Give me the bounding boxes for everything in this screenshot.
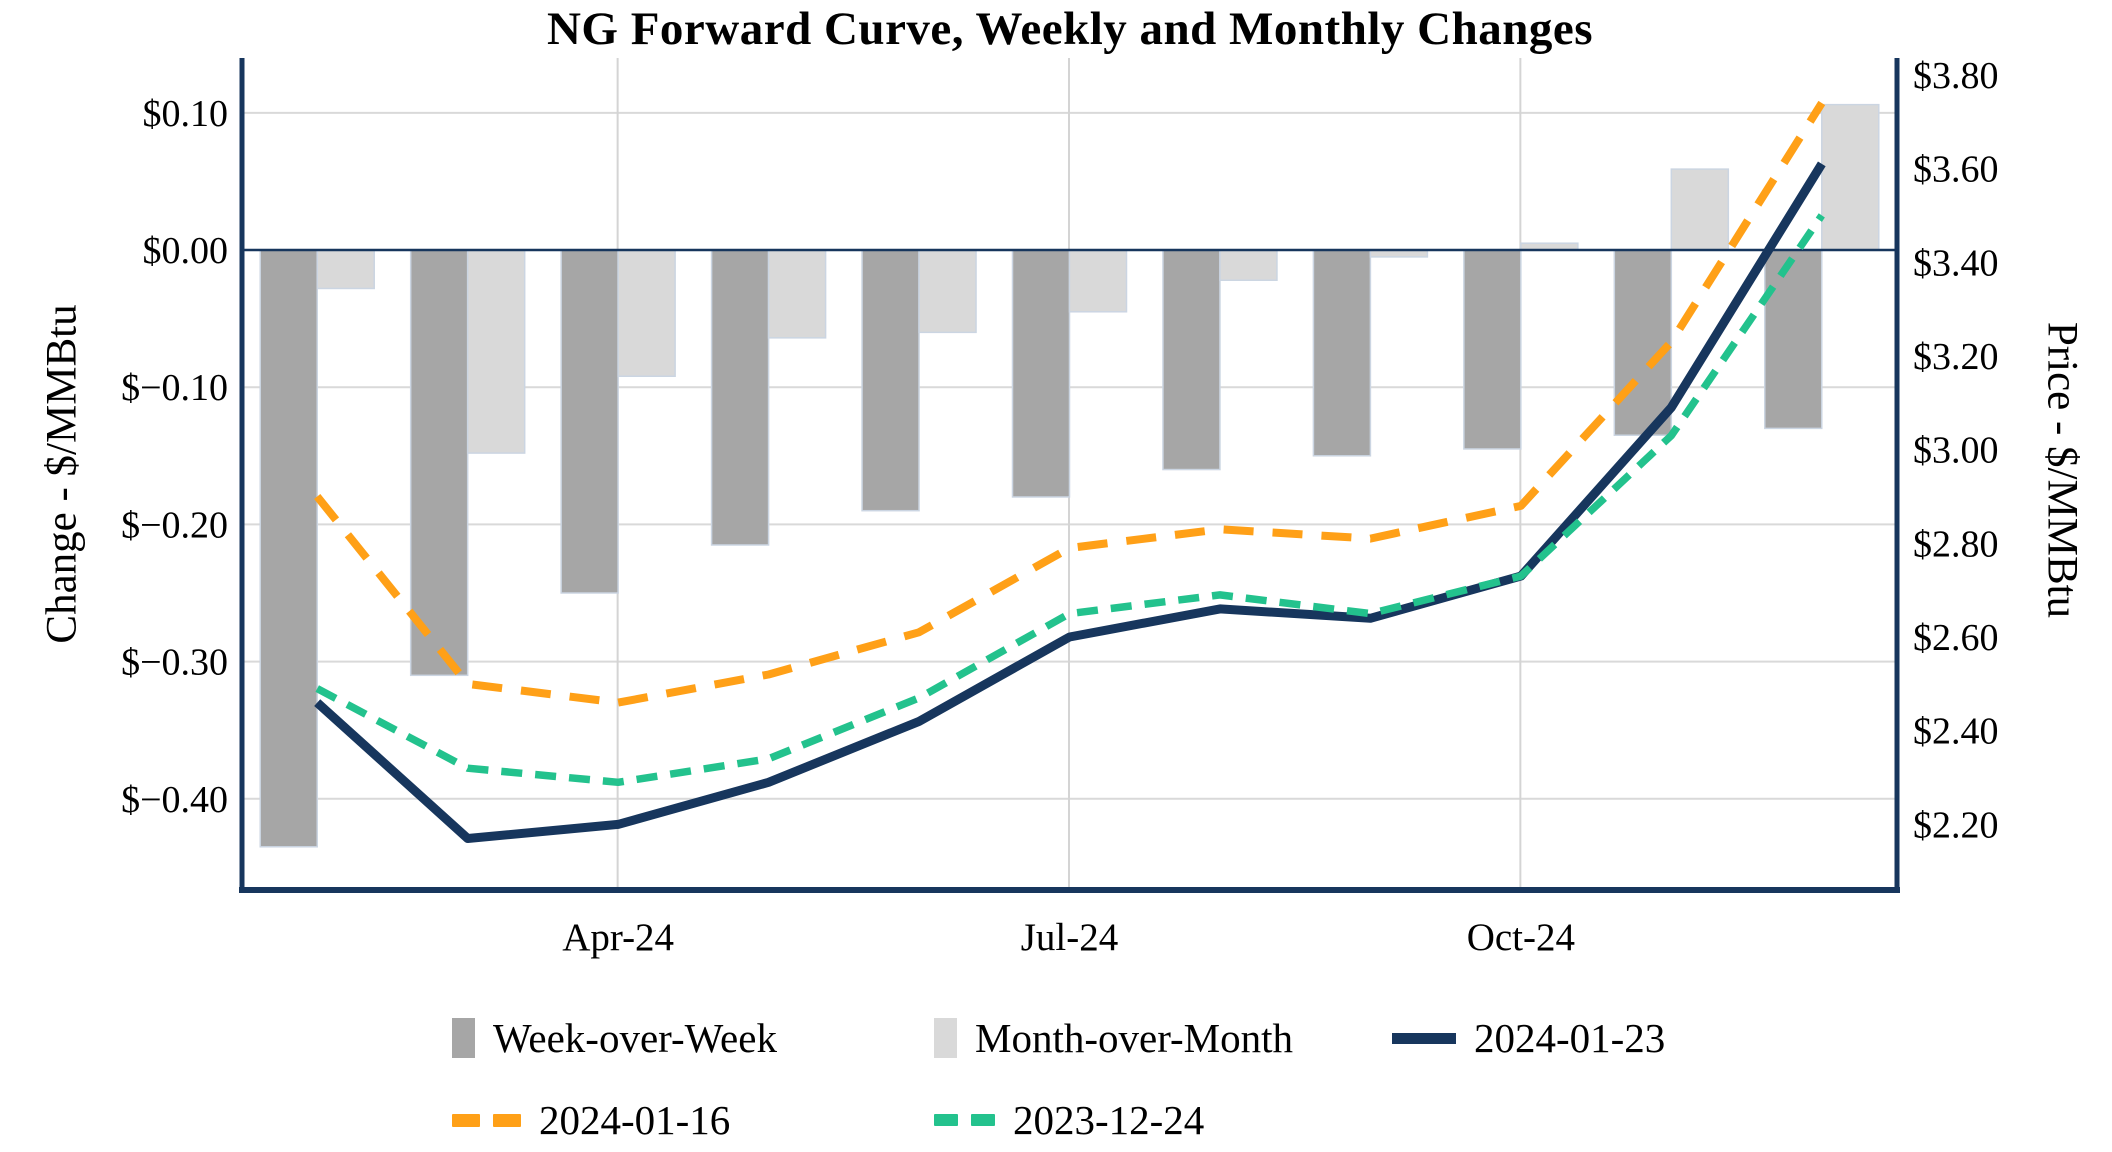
right-axis-title: Price - $/MMBtu: [2038, 321, 2086, 619]
left-axis-tick-label: $0.10: [143, 93, 229, 135]
month-over-month-bar: [617, 249, 676, 378]
right-axis-tick-label: $2.20: [1913, 804, 1999, 846]
right-axis-tick-label: $3.80: [1913, 55, 1999, 97]
month-over-month-bar: [1219, 249, 1278, 281]
right-axis-tick-label: $3.00: [1913, 430, 1999, 472]
legend-item-week-over-week: Week-over-Week: [452, 1006, 777, 1070]
right-axis-tick-label: $2.40: [1913, 711, 1999, 753]
month-over-month-bar: [466, 249, 526, 454]
week-over-week-bar: [409, 249, 469, 677]
week-over-week-bar: [710, 249, 770, 546]
legend-label: 2024-01-23: [1474, 1015, 1666, 1061]
green-dashed-swatch: [934, 1114, 995, 1126]
x-axis-tick-label: Apr-24: [562, 916, 674, 959]
week-over-week-bar: [1463, 249, 1522, 450]
month-over-month-bar: [767, 249, 827, 339]
solid-line-swatch: [1392, 1032, 1456, 1044]
left-axis-tick-label: $−0.30: [121, 642, 228, 684]
week-over-week-bar: [861, 249, 920, 512]
right-axis-tick-label: $2.80: [1913, 523, 1999, 565]
left-axis-title: Change - $/MMBtu: [38, 304, 86, 644]
x-axis-tick-label: Jul-24: [1021, 916, 1119, 959]
legend-item-2024-01-16: 2024-01-16: [452, 1088, 730, 1152]
orange-dashed-swatch: [452, 1113, 521, 1127]
week-over-week-bar: [1764, 249, 1823, 430]
legend-label: 2024-01-16: [539, 1097, 731, 1143]
chart-title: NG Forward Curve, Weekly and Monthly Cha…: [546, 3, 1594, 55]
week-over-week-bar: [259, 249, 318, 848]
legend-item-2024-01-23: 2024-01-23: [1392, 1006, 1665, 1070]
legend: Week-over-Week Month-over-Month 2024-01-…: [452, 1006, 1852, 1152]
series-line-2023-12-24: [315, 213, 1825, 787]
right-axis-tick-label: $3.20: [1913, 336, 1999, 378]
month-over-month-bar: [316, 249, 375, 290]
x-axis-tick-label: Oct-24: [1467, 916, 1575, 959]
legend-label: Month-over-Month: [975, 1015, 1294, 1061]
legend-label: Week-over-Week: [493, 1015, 777, 1061]
right-axis-tick-label: $3.40: [1913, 242, 1999, 284]
legend-item-2023-12-24: 2023-12-24: [934, 1088, 1204, 1152]
week-over-week-bar: [1011, 249, 1071, 498]
legend-label: 2023-12-24: [1013, 1097, 1205, 1143]
week-over-week-bar: [1312, 249, 1372, 457]
left-axis-tick-label: $−0.20: [121, 504, 228, 546]
month-over-month-bar: [1068, 249, 1128, 313]
left-axis-tick-label: $0.00: [143, 230, 229, 272]
left-axis-tick-label: $−0.10: [121, 367, 228, 409]
month-over-month-bar: [1670, 168, 1730, 251]
right-axis-tick-label: $3.60: [1913, 149, 1999, 191]
week-over-week-bar: [1613, 249, 1673, 436]
series-line-2024-01-23: [314, 161, 1826, 843]
month-over-month-swatch: [934, 1018, 957, 1058]
left-axis-tick-label: $−0.40: [121, 779, 228, 821]
right-axis-tick-label: $2.60: [1913, 617, 1999, 659]
month-over-month-bar: [1821, 103, 1880, 251]
legend-item-month-over-month: Month-over-Month: [934, 1006, 1293, 1070]
week-over-week-bar: [1162, 249, 1221, 471]
week-over-week-swatch: [452, 1018, 475, 1058]
week-over-week-bar: [560, 249, 619, 594]
month-over-month-bar: [918, 249, 977, 334]
